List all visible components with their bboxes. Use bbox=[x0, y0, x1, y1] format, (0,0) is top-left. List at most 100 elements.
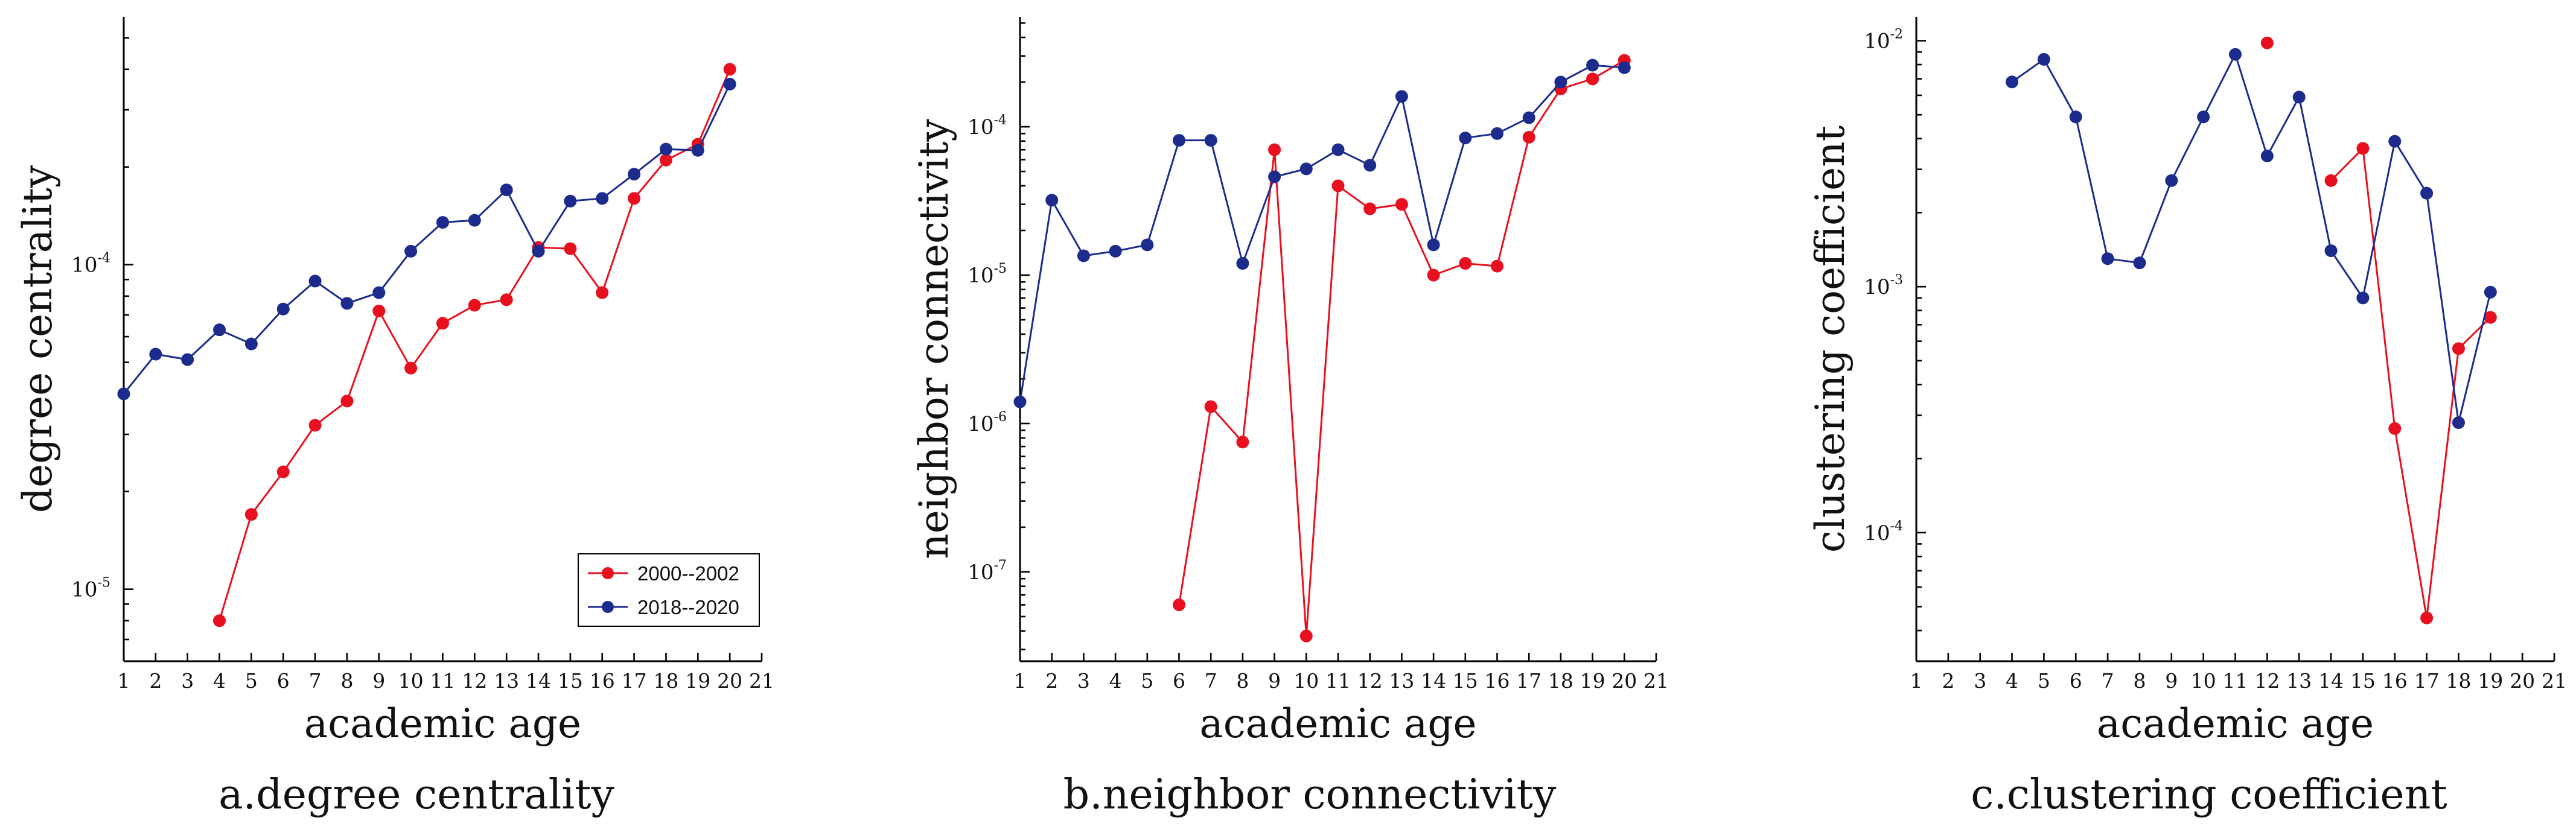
x-tick-label: 11 bbox=[1325, 669, 1351, 693]
data-point bbox=[2229, 48, 2242, 61]
series-line bbox=[2011, 52, 2492, 423]
data-point bbox=[404, 361, 418, 375]
data-point bbox=[1173, 134, 1185, 147]
data-point bbox=[2197, 110, 2210, 124]
x-tick-label: 6 bbox=[277, 669, 290, 693]
x-tick-label: 4 bbox=[1109, 669, 1122, 693]
x-tick-label: 8 bbox=[340, 669, 353, 693]
x-axis-title: academic age bbox=[2097, 700, 2374, 747]
data-point bbox=[404, 244, 418, 258]
data-point bbox=[340, 395, 354, 408]
data-point bbox=[2484, 285, 2497, 299]
x-tick-label: 12 bbox=[462, 669, 487, 693]
series-2000-2002 bbox=[213, 63, 736, 627]
data-point bbox=[2292, 90, 2306, 104]
series-2018-2020 bbox=[2006, 48, 2497, 430]
data-point bbox=[1554, 75, 1567, 89]
data-point bbox=[1618, 61, 1631, 74]
data-point bbox=[372, 304, 386, 317]
data-point bbox=[1331, 179, 1345, 192]
x-tick-label: 9 bbox=[1268, 669, 1281, 693]
data-point bbox=[1363, 202, 1377, 215]
data-point bbox=[1268, 143, 1281, 156]
y-tick-label: 10-4 bbox=[1864, 519, 1903, 545]
x-axis-title: academic age bbox=[304, 700, 581, 747]
data-point bbox=[1331, 143, 1345, 156]
data-point bbox=[1363, 159, 1377, 172]
x-tick-label: 21 bbox=[749, 669, 774, 693]
data-point bbox=[149, 348, 162, 361]
data-point bbox=[244, 508, 258, 521]
chart-panel-2: 1 2 3 4 5 6 7 8 9 10 11 12 13 14 15 16 17 18 19 20 2110-710-… bbox=[911, 17, 1669, 819]
x-tick-label: 4 bbox=[2006, 669, 2018, 693]
y-tick-label: 10-5 bbox=[968, 261, 1007, 288]
x-tick-label: 18 bbox=[653, 669, 678, 693]
panel-caption: a.degree centrality bbox=[218, 771, 614, 819]
x-tick-label: 7 bbox=[1205, 669, 1217, 693]
x-tick-label: 18 bbox=[2446, 669, 2471, 693]
x-tick-label: 6 bbox=[1173, 669, 1185, 693]
data-point bbox=[1299, 629, 1313, 643]
data-point bbox=[372, 286, 386, 299]
x-tick-label: 11 bbox=[430, 669, 456, 693]
y-tick-label: 10-5 bbox=[71, 576, 110, 602]
data-point bbox=[2484, 311, 2497, 324]
data-point bbox=[276, 302, 290, 316]
data-point bbox=[2260, 150, 2274, 163]
data-point bbox=[2260, 36, 2274, 49]
x-tick-label: 13 bbox=[2286, 669, 2312, 693]
data-point bbox=[659, 142, 672, 156]
chart-panel-1: 1 2 3 4 5 6 7 8 9 10 11 12 13 14 15 16 17 18 19 20 2110-510-… bbox=[14, 17, 774, 819]
series-line bbox=[218, 69, 731, 621]
x-tick-label: 10 bbox=[1293, 669, 1319, 693]
x-tick-label: 3 bbox=[1974, 669, 1986, 693]
x-tick-label: 4 bbox=[213, 669, 226, 693]
data-point bbox=[1459, 132, 1472, 145]
data-point bbox=[1109, 244, 1122, 258]
data-point bbox=[213, 323, 226, 337]
series-2000-2002 bbox=[1173, 54, 1631, 643]
data-point bbox=[691, 144, 704, 157]
y-tick-label: 10-4 bbox=[968, 113, 1007, 139]
data-point bbox=[2452, 416, 2465, 430]
data-point bbox=[2006, 75, 2019, 89]
data-point bbox=[1395, 90, 1408, 103]
data-point bbox=[1204, 400, 1217, 413]
x-tick-label: 7 bbox=[309, 669, 322, 693]
data-point bbox=[1173, 598, 1185, 611]
y-tick-label: 10-4 bbox=[71, 251, 110, 278]
x-tick-label: 20 bbox=[2510, 669, 2535, 693]
data-point bbox=[308, 419, 322, 432]
data-point bbox=[2101, 252, 2114, 265]
data-point bbox=[2452, 342, 2465, 355]
x-tick-label: 15 bbox=[558, 669, 583, 693]
data-point bbox=[1586, 72, 1599, 86]
data-point bbox=[500, 293, 513, 306]
data-point bbox=[1395, 198, 1408, 211]
legend-label: 2000--2002 bbox=[637, 562, 739, 585]
x-tick-label: 13 bbox=[1389, 669, 1414, 693]
y-axis-title: neighbor connectivity bbox=[911, 119, 957, 559]
data-point bbox=[596, 192, 609, 205]
x-tick-label: 1 bbox=[1910, 669, 1923, 693]
x-tick-label: 21 bbox=[1643, 669, 1669, 693]
series-line bbox=[2330, 146, 2492, 618]
x-tick-label: 19 bbox=[2478, 669, 2503, 693]
data-point bbox=[213, 614, 226, 627]
data-point bbox=[1459, 257, 1472, 270]
x-tick-label: 19 bbox=[1580, 669, 1605, 693]
data-point bbox=[723, 77, 736, 90]
data-point bbox=[1013, 395, 1027, 408]
x-tick-label: 1 bbox=[1014, 669, 1027, 693]
x-tick-label: 2 bbox=[149, 669, 162, 693]
data-point bbox=[532, 244, 545, 258]
data-point bbox=[564, 194, 577, 208]
data-point bbox=[2133, 256, 2146, 270]
data-point bbox=[1236, 436, 1249, 449]
data-point bbox=[500, 183, 513, 197]
data-point bbox=[2165, 174, 2178, 187]
series-2018-2020 bbox=[1013, 59, 1631, 408]
y-tick-label: 10-3 bbox=[1864, 273, 1903, 299]
x-tick-label: 2 bbox=[1942, 669, 1954, 693]
